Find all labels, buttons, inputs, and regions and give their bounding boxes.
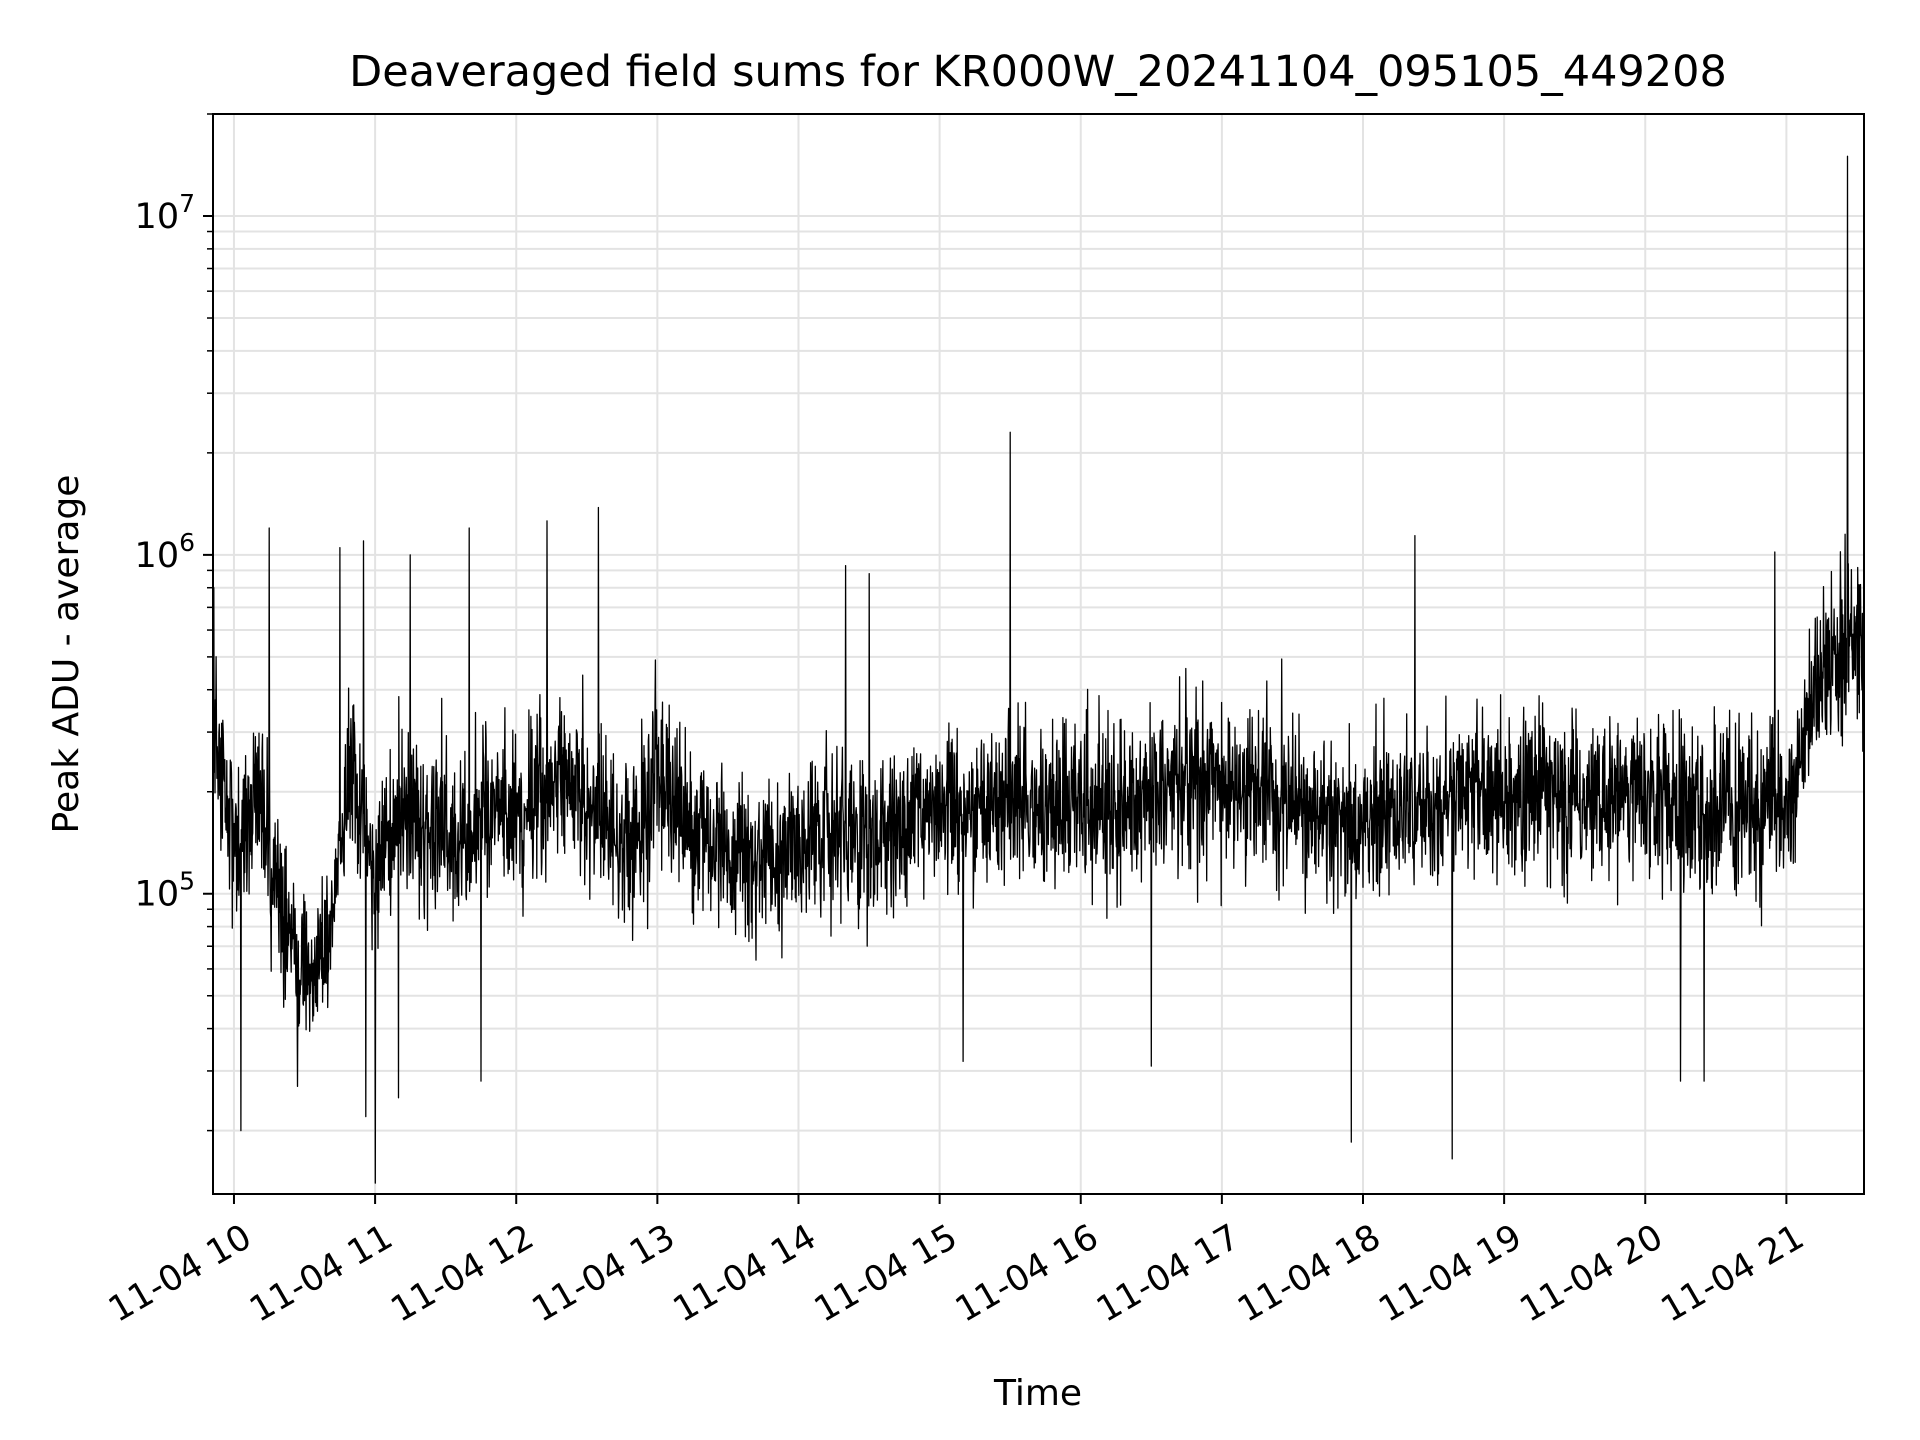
y-axis-label: Peak ADU - average: [46, 475, 87, 834]
chart-title: Deaveraged field sums for KR000W_2024110…: [349, 47, 1727, 97]
x-axis-label: Time: [993, 1373, 1082, 1414]
plot-frame: [212, 113, 1865, 1195]
series-line: [212, 155, 1864, 1184]
series-group: [212, 155, 1864, 1184]
y-tick-label: 106: [135, 528, 195, 576]
y-tick-label: 105: [135, 867, 195, 915]
y-tick-label: 107: [135, 189, 195, 237]
